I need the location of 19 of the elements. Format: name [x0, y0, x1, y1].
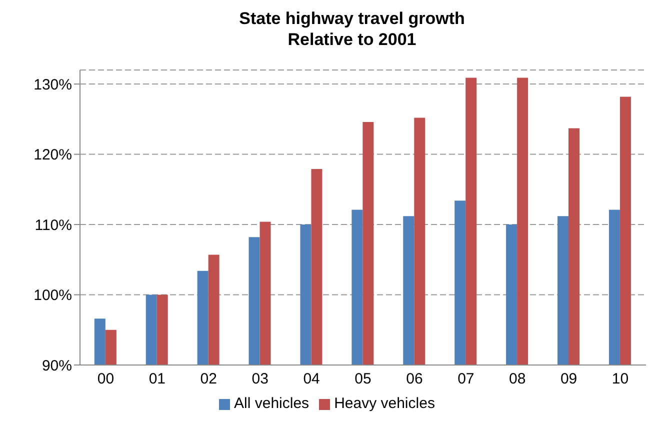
x-tick-label: 04 [303, 370, 320, 388]
y-tick-label: 100% [34, 287, 72, 304]
x-tick-label: 10 [612, 370, 629, 388]
x-tick-label: 01 [148, 370, 166, 388]
x-tick-label: 09 [560, 370, 578, 388]
x-tick-label: 05 [354, 370, 372, 388]
x-tick-label: 08 [509, 370, 526, 388]
x-tick-label: 00 [97, 370, 114, 388]
x-tick-label: 02 [200, 370, 217, 388]
x-tick-label: 07 [458, 370, 474, 388]
y-tick-label: 110% [34, 216, 72, 234]
y-tick-label: 120% [34, 146, 72, 164]
y-tick-label: 90% [42, 357, 72, 374]
x-tick-label: 03 [252, 370, 268, 388]
chart-title: State highway travel growth Relative to 2001 [238, 8, 466, 50]
x-tick-label: 06 [406, 370, 423, 388]
y-tick-label: 130% [34, 76, 72, 94]
legend-label: Heavy vehicles [334, 395, 435, 412]
legend-label: All vehicles [234, 395, 310, 412]
